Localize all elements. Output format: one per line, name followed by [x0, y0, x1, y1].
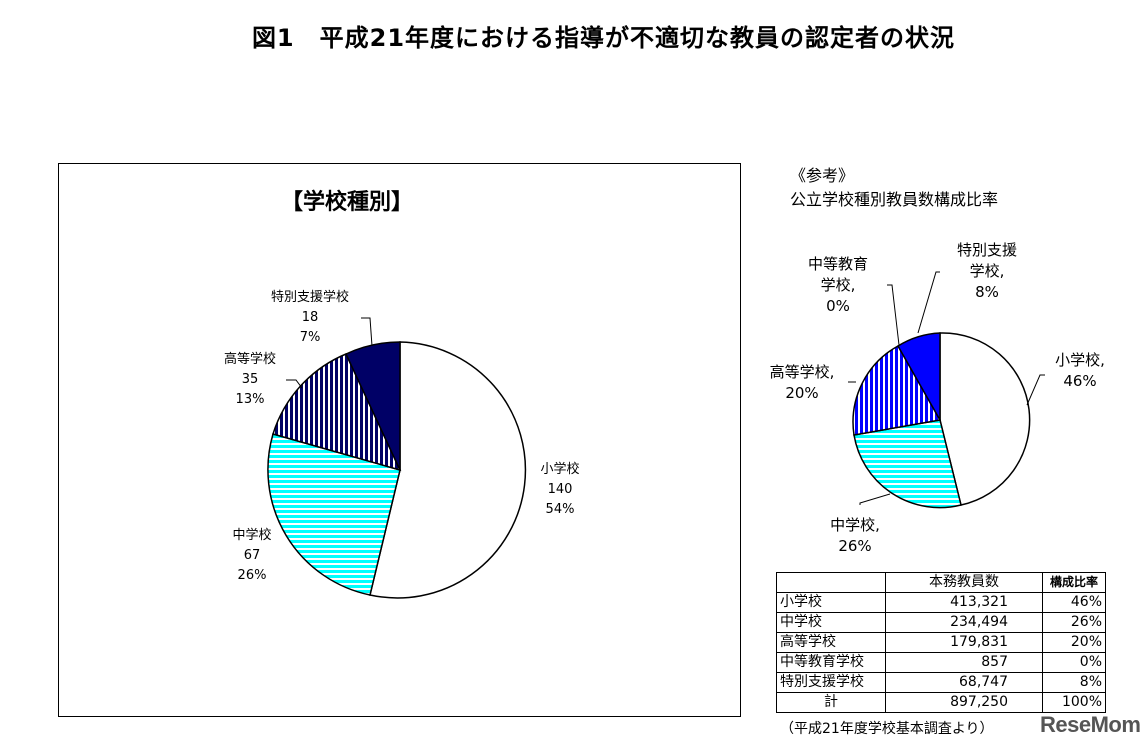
figure-title: 図1 平成21年度における指導が不適切な教員の認定者の状況 [251, 24, 956, 52]
left-chart-frame [58, 163, 741, 717]
right-leader-lines [848, 271, 1045, 505]
table-total-row: 計 897,250 100% [776, 692, 1106, 713]
slice-elementary [369, 341, 527, 599]
table-row: 特別支援学校 68,747 8% [776, 672, 1106, 693]
r-label-elementary: 小学校, 46% [1055, 351, 1105, 390]
table-header-row: 本務教員数 構成比率 [776, 572, 1106, 593]
label-special-support: 特別支援学校 18 7% [270, 290, 349, 345]
label-high-school: 高等学校 35 13% [223, 352, 276, 407]
left-leader-lines [286, 317, 373, 389]
table-row: 高等学校 179,831 20% [776, 632, 1106, 653]
slice-junior-high [267, 433, 401, 596]
label-elementary: 小学校 140 54% [540, 462, 580, 517]
r-slice-high [852, 344, 942, 436]
r-label-junior-high: 中学校, 26% [830, 516, 880, 555]
r-label-secondary-education: 中等教育 学校, 0% [807, 255, 868, 315]
right-pie [852, 332, 1031, 509]
label-junior-high: 中学校 67 26% [232, 528, 272, 583]
table-row: 中学校 234,494 26% [776, 612, 1106, 633]
teacher-count-table: 本務教員数 構成比率 小学校 413,321 46% 中学校 234,494 2… [776, 572, 1106, 713]
r-slice-junior-high [853, 419, 962, 509]
resemom-logo: ReseMom [1040, 712, 1141, 737]
left-chart-title: 【学校種別】 [280, 190, 413, 215]
r-label-special-support: 特別支援 学校, 8% [956, 241, 1017, 301]
source-note: （平成21年度学校基本調査より） [780, 721, 994, 737]
r-slice-elementary [939, 332, 1031, 506]
table-row: 中等教育学校 857 0% [776, 652, 1106, 673]
r-label-high-school: 高等学校, 20% [769, 363, 835, 402]
table-row: 小学校 413,321 46% [776, 592, 1106, 613]
left-pie [267, 341, 527, 599]
reference-header: 《参考》 公立学校種別教員数構成比率 [790, 166, 999, 209]
r-slice-special [896, 332, 941, 423]
